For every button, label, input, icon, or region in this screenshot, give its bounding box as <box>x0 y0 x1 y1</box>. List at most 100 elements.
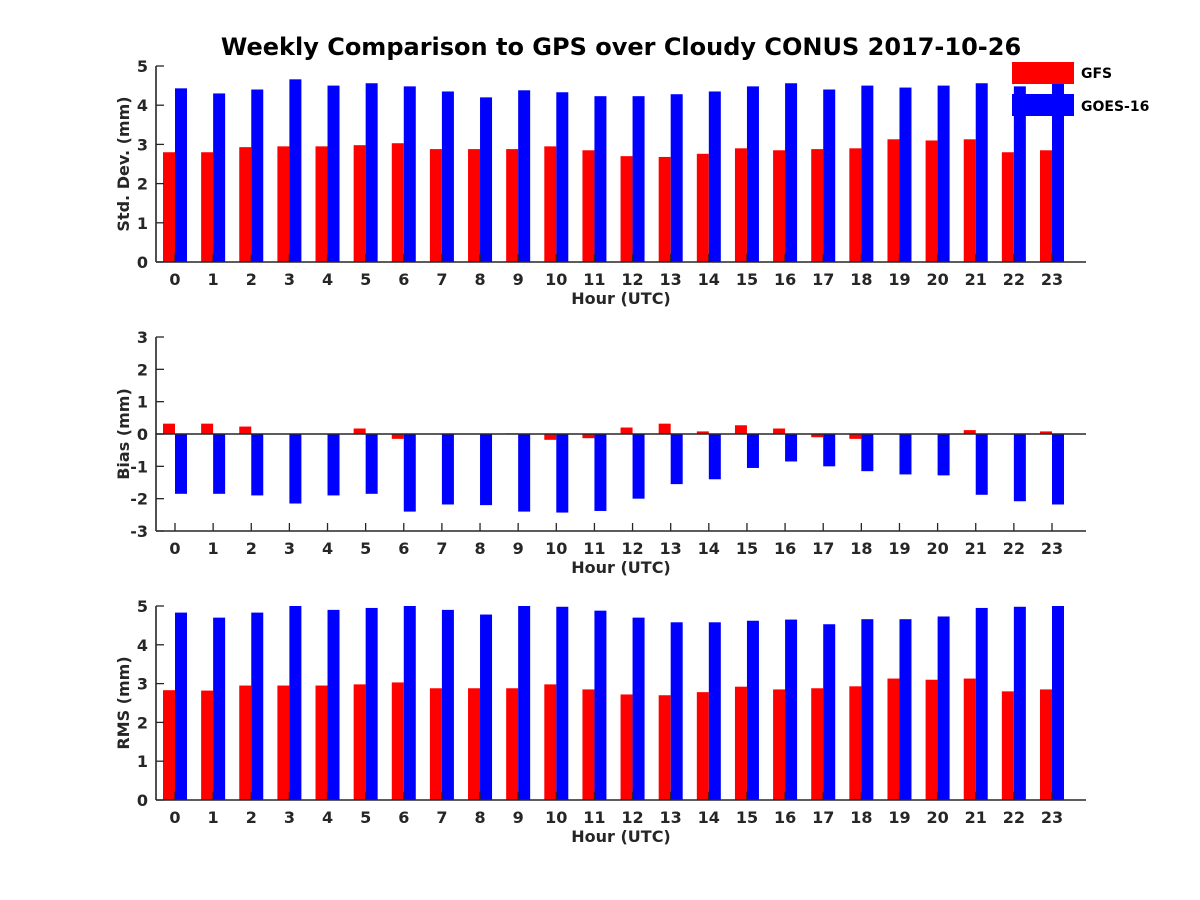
y-tick-label: 0 <box>137 425 148 444</box>
y-tick-label: 5 <box>137 597 148 616</box>
bar-gfs-hour-10 <box>544 146 557 262</box>
bar-goes16-hour-6 <box>403 434 416 512</box>
bar-gfs-hour-8 <box>468 149 481 262</box>
y-tick-label: 5 <box>137 57 148 76</box>
bar-gfs-hour-1 <box>201 152 214 262</box>
y-tick-label: -3 <box>130 522 148 541</box>
bar-goes16-hour-22 <box>1013 606 1026 800</box>
bar-gfs-hour-18 <box>849 686 862 800</box>
bar-goes16-hour-18 <box>861 619 874 800</box>
legend-label-goes16: GOES-16 <box>1081 99 1149 115</box>
x-tick-label: 3 <box>284 808 295 827</box>
bar-gfs-hour-2 <box>239 426 252 434</box>
x-tick-label: 5 <box>360 270 371 289</box>
bar-goes16-hour-2 <box>251 89 264 263</box>
x-tick-label: 8 <box>474 539 485 558</box>
x-tick-label: 19 <box>888 270 910 289</box>
bar-goes16-hour-20 <box>937 85 950 262</box>
bar-goes16-hour-16 <box>785 619 798 800</box>
bar-goes16-hour-21 <box>975 83 988 262</box>
x-tick-label: 22 <box>1003 270 1025 289</box>
x-tick-label: 20 <box>926 539 948 558</box>
x-tick-label: 22 <box>1003 539 1025 558</box>
bar-gfs-hour-14 <box>696 431 709 434</box>
bar-goes16-hour-23 <box>1051 434 1064 505</box>
bar-gfs-hour-0 <box>163 423 175 434</box>
bar-goes16-hour-10 <box>556 606 569 800</box>
bar-gfs-hour-15 <box>734 425 747 434</box>
bar-goes16-hour-10 <box>556 434 569 513</box>
bar-goes16-hour-15 <box>746 620 759 800</box>
y-tick-label: 1 <box>137 752 148 771</box>
x-tick-label: 23 <box>1041 808 1063 827</box>
bar-goes16-hour-13 <box>670 434 683 485</box>
bar-goes16-hour-8 <box>480 434 493 506</box>
y-tick-label: -1 <box>130 457 148 476</box>
bar-goes16-hour-11 <box>594 434 607 511</box>
bar-goes16-hour-5 <box>365 434 378 494</box>
bar-gfs-hour-14 <box>696 692 709 800</box>
y-axis-label: RMS (mm) <box>114 656 133 749</box>
bar-gfs-hour-19 <box>887 139 900 262</box>
bar-gfs-hour-2 <box>239 147 252 262</box>
bar-gfs-hour-5 <box>353 145 366 262</box>
x-tick-label: 10 <box>545 539 567 558</box>
bar-goes16-hour-12 <box>632 434 645 499</box>
chart-title: Weekly Comparison to GPS over Cloudy CON… <box>221 33 1021 61</box>
bar-gfs-hour-12 <box>620 156 633 262</box>
bar-goes16-hour-6 <box>403 86 416 262</box>
x-tick-label: 13 <box>660 539 682 558</box>
bar-gfs-hour-18 <box>849 434 862 439</box>
bar-gfs-hour-13 <box>658 156 671 262</box>
bar-goes16-hour-7 <box>441 91 454 262</box>
x-tick-label: 21 <box>965 808 987 827</box>
bar-goes16-hour-12 <box>632 617 645 800</box>
bar-gfs-hour-11 <box>582 434 595 439</box>
bar-goes16-hour-4 <box>327 85 340 262</box>
bar-goes16-hour-11 <box>594 96 607 263</box>
bar-gfs-hour-6 <box>391 434 404 439</box>
bar-goes16-hour-16 <box>785 83 798 262</box>
bar-gfs-hour-15 <box>734 148 747 262</box>
bar-gfs-hour-12 <box>620 427 633 434</box>
bar-goes16-hour-3 <box>289 606 302 800</box>
bar-goes16-hour-9 <box>518 606 531 800</box>
bar-gfs-hour-23 <box>1039 431 1052 434</box>
x-tick-label: 18 <box>850 270 872 289</box>
x-tick-label: 15 <box>736 270 758 289</box>
x-tick-label: 8 <box>474 808 485 827</box>
x-tick-label: 5 <box>360 539 371 558</box>
bar-gfs-hour-21 <box>963 430 976 434</box>
bar-gfs-hour-18 <box>849 148 862 262</box>
bar-gfs-hour-11 <box>582 150 595 262</box>
bar-gfs-hour-22 <box>1001 691 1014 800</box>
bar-gfs-hour-1 <box>201 423 214 434</box>
bar-goes16-hour-8 <box>480 97 493 262</box>
x-tick-label: 15 <box>736 539 758 558</box>
y-axis-label: Bias (mm) <box>114 388 133 480</box>
bar-gfs-hour-20 <box>925 679 938 800</box>
bar-gfs-hour-12 <box>620 694 633 800</box>
bar-gfs-hour-16 <box>773 428 786 434</box>
x-tick-label: 14 <box>698 539 720 558</box>
bar-gfs-hour-13 <box>658 423 671 434</box>
bar-gfs-hour-10 <box>544 684 557 800</box>
bar-gfs-hour-5 <box>353 428 366 434</box>
bar-gfs-hour-17 <box>811 688 824 800</box>
bar-goes16-hour-17 <box>823 434 836 467</box>
x-tick-label: 16 <box>774 808 796 827</box>
bar-gfs-hour-10 <box>544 434 557 440</box>
bar-goes16-hour-15 <box>746 86 759 262</box>
bar-goes16-hour-21 <box>975 434 988 495</box>
x-tick-label: 1 <box>208 539 219 558</box>
bar-goes16-hour-6 <box>403 606 416 800</box>
x-tick-label: 0 <box>169 270 180 289</box>
y-tick-label: 2 <box>137 175 148 194</box>
x-tick-label: 20 <box>926 270 948 289</box>
x-tick-label: 21 <box>965 539 987 558</box>
bar-goes16-hour-2 <box>251 612 264 800</box>
x-tick-label: 4 <box>322 808 333 827</box>
bar-goes16-hour-7 <box>441 609 454 800</box>
